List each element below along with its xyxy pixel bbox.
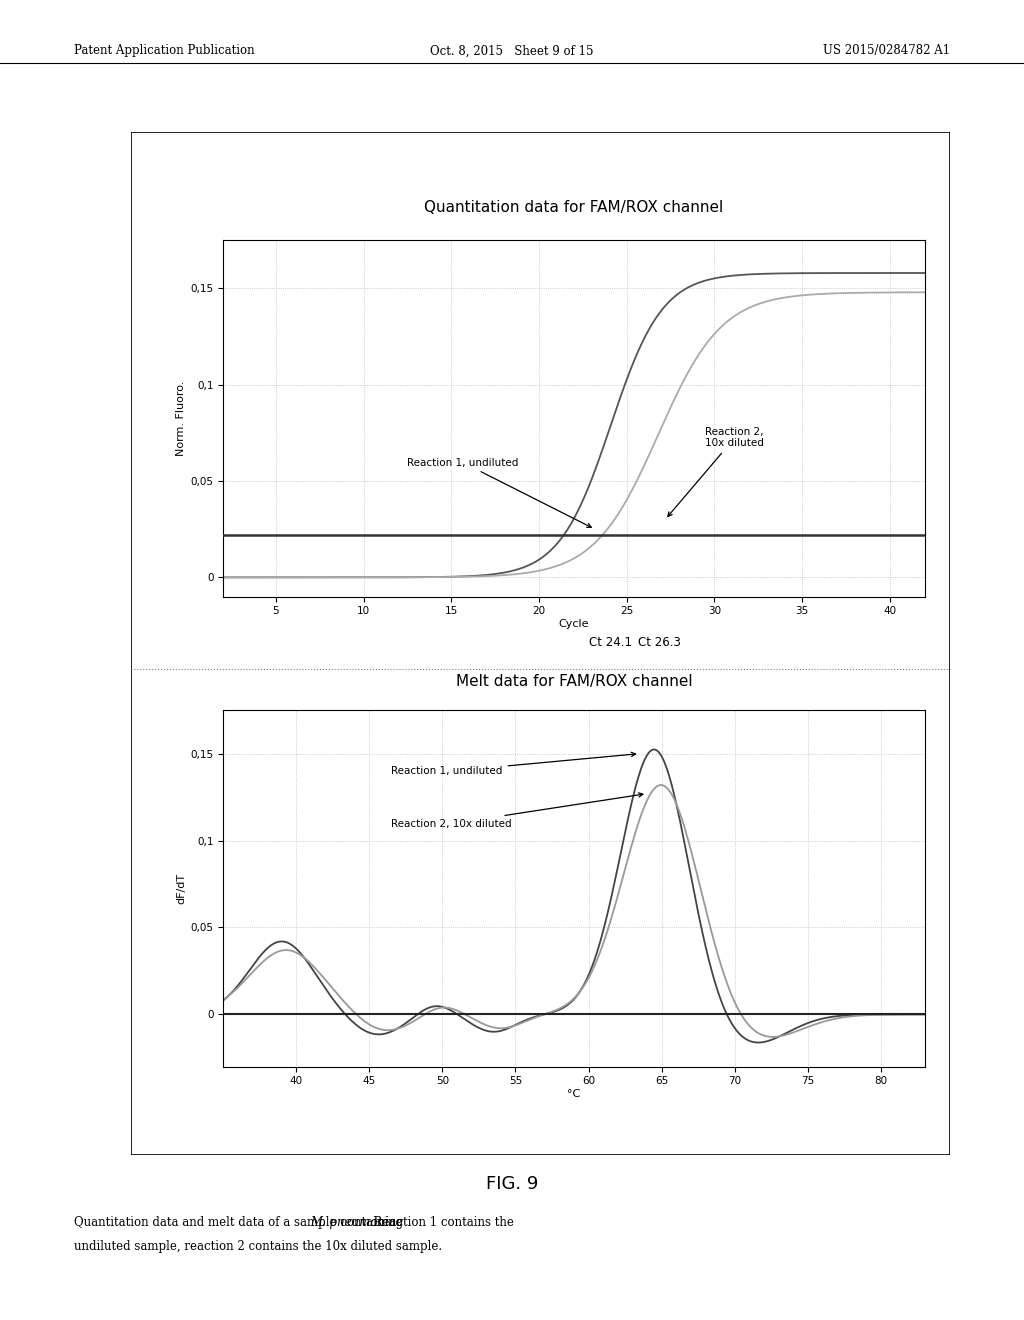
Y-axis label: Norm. Fluoro.: Norm. Fluoro. (176, 380, 186, 457)
Text: Patent Application Publication: Patent Application Publication (74, 45, 254, 57)
Text: Reaction 1, undiluted: Reaction 1, undiluted (391, 752, 636, 776)
Text: Ct 26.3: Ct 26.3 (638, 636, 681, 649)
Text: Quantitation data for FAM/ROX channel: Quantitation data for FAM/ROX channel (424, 199, 724, 215)
Text: . Reaction 1 contains the: . Reaction 1 contains the (367, 1216, 514, 1229)
Text: M. pneumoniae: M. pneumoniae (310, 1216, 403, 1229)
Text: FIG. 9: FIG. 9 (485, 1175, 539, 1193)
Text: Oct. 8, 2015   Sheet 9 of 15: Oct. 8, 2015 Sheet 9 of 15 (430, 45, 594, 57)
X-axis label: Cycle: Cycle (559, 619, 589, 630)
Text: Reaction 2, 10x diluted: Reaction 2, 10x diluted (391, 793, 643, 829)
Text: Quantitation data and melt data of a sample containing: Quantitation data and melt data of a sam… (74, 1216, 407, 1229)
Text: Reaction 1, undiluted: Reaction 1, undiluted (408, 458, 591, 527)
X-axis label: °C: °C (567, 1089, 581, 1100)
Y-axis label: dF/dT: dF/dT (176, 873, 186, 904)
Text: US 2015/0284782 A1: US 2015/0284782 A1 (823, 45, 950, 57)
Text: Ct 24.1: Ct 24.1 (589, 636, 632, 649)
Text: undiluted sample, reaction 2 contains the 10x diluted sample.: undiluted sample, reaction 2 contains th… (74, 1239, 441, 1253)
Text: Reaction 2,
10x diluted: Reaction 2, 10x diluted (668, 426, 764, 516)
Text: Melt data for FAM/ROX channel: Melt data for FAM/ROX channel (456, 673, 692, 689)
